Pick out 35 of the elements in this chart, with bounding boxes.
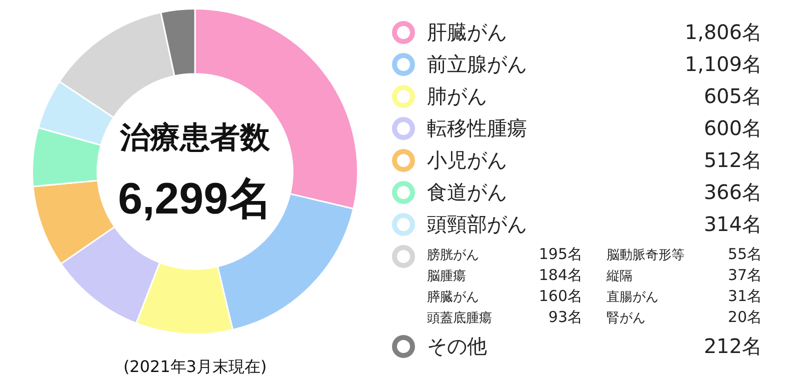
legend-label: 小児がん xyxy=(427,146,508,174)
text: 膀胱がん xyxy=(427,246,479,264)
legend-label: 頭頸部がん xyxy=(427,210,528,238)
text: 膵臓がん xyxy=(427,288,479,306)
text: 頭蓋底腫瘍 xyxy=(427,310,492,326)
text: 直腸がん xyxy=(606,288,658,306)
data-label: 600名 xyxy=(704,114,762,142)
text: 55名 xyxy=(728,245,762,264)
legend-label: 食道がん xyxy=(427,178,508,206)
text: 治療患者数 xyxy=(119,120,271,156)
text: 37名 xyxy=(728,266,762,285)
text: 184名 xyxy=(538,266,582,285)
text: 腎がん xyxy=(606,310,646,326)
data-label: 212名 xyxy=(704,332,762,360)
legend-label: 肺がん xyxy=(427,82,488,110)
data-label: 512名 xyxy=(704,146,762,174)
text: 20名 xyxy=(728,308,762,327)
data-label: 366名 xyxy=(704,178,762,206)
data-label: 314名 xyxy=(704,210,762,238)
text: 6,299名 xyxy=(118,174,272,224)
legend-label: 転移性腫瘍 xyxy=(427,114,528,142)
data-label: 605名 xyxy=(704,82,762,110)
text: 縦隔 xyxy=(606,268,632,284)
text: 脳動脈奇形等 xyxy=(606,246,684,264)
text: (2021年3月末現在) xyxy=(123,357,267,376)
text: 93名 xyxy=(548,308,582,327)
legend-label: その他 xyxy=(427,332,488,360)
data-label: 1,806名 xyxy=(684,18,762,46)
text: 脳腫瘍 xyxy=(427,268,466,284)
text: 195名 xyxy=(538,245,582,264)
text: 160名 xyxy=(538,287,582,306)
legend-label: 肝臓がん xyxy=(427,18,508,46)
data-label: 1,109名 xyxy=(684,50,762,78)
text: 31名 xyxy=(728,287,762,306)
legend-label: 前立腺がん xyxy=(427,50,528,78)
